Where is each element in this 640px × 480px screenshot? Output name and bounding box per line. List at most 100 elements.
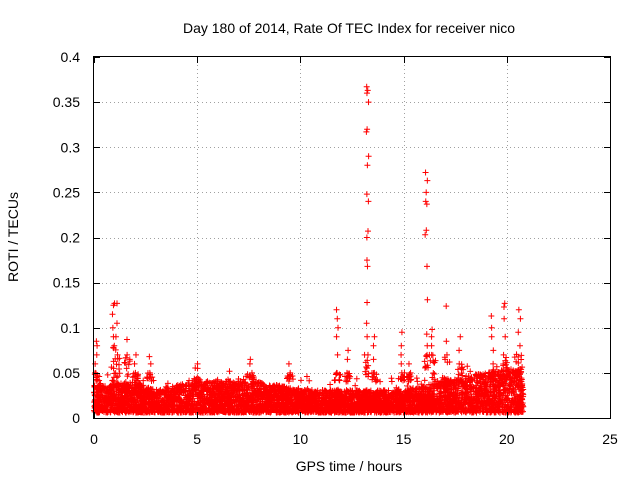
roti-point (292, 392, 299, 399)
roti-point (444, 409, 451, 416)
roti-point (94, 393, 101, 400)
roti-point (320, 392, 327, 399)
roti-point (254, 408, 261, 415)
roti-point (212, 397, 219, 404)
roti-point (100, 384, 107, 391)
roti-point (509, 397, 516, 404)
roti-point (201, 395, 208, 402)
roti-point (178, 398, 185, 405)
roti-point (452, 386, 459, 393)
roti-point (169, 386, 176, 393)
roti-point (257, 404, 264, 411)
roti-point (435, 382, 442, 389)
roti-point (274, 409, 281, 416)
roti-point (364, 389, 371, 396)
roti-point (441, 389, 448, 396)
roti-point (495, 386, 502, 393)
roti-point (148, 408, 155, 415)
roti-point (157, 389, 164, 396)
roti-point (102, 394, 109, 401)
roti-point (148, 402, 155, 409)
roti-point (493, 363, 500, 370)
roti-point (253, 391, 260, 398)
roti-point (99, 383, 106, 390)
roti-point (303, 373, 310, 380)
roti-point (517, 384, 524, 391)
roti-point (291, 399, 298, 406)
roti-point (104, 371, 111, 378)
roti-point (507, 376, 514, 383)
roti-point (202, 385, 209, 392)
roti-point (468, 403, 475, 410)
roti-point (111, 390, 118, 397)
roti-point (164, 389, 171, 396)
roti-point (149, 391, 156, 398)
roti-point (298, 377, 305, 384)
roti-point (116, 398, 123, 405)
roti-point (504, 391, 511, 398)
roti-point (486, 409, 493, 416)
roti-point (91, 399, 98, 406)
roti-point (186, 377, 193, 384)
roti-point (489, 401, 496, 408)
roti-point (234, 391, 241, 398)
roti-point (388, 378, 395, 385)
roti-point (458, 409, 465, 416)
roti-point (190, 409, 197, 416)
roti-point (477, 407, 484, 414)
roti-point (132, 402, 139, 409)
roti-point (398, 396, 405, 403)
roti-point (256, 386, 263, 393)
roti-point (505, 401, 512, 408)
roti-point (194, 395, 201, 402)
roti-point (353, 375, 360, 382)
roti-point (165, 403, 172, 410)
roti-point (463, 383, 470, 390)
roti-point (124, 400, 131, 407)
roti-point (327, 381, 334, 388)
roti-point (474, 399, 481, 406)
roti-point (339, 400, 346, 407)
roti-point (328, 409, 335, 416)
roti-point (319, 387, 326, 394)
roti-point (430, 381, 437, 388)
roti-point (323, 388, 330, 395)
roti-point (490, 392, 497, 399)
roti-point (144, 407, 151, 414)
roti-point (220, 380, 227, 387)
roti-point (502, 387, 509, 394)
roti-point (420, 388, 427, 395)
roti-point (477, 384, 484, 391)
roti-point (153, 393, 160, 400)
roti-point (276, 388, 283, 395)
roti-point (383, 401, 390, 408)
roti-point (184, 391, 191, 398)
roti-point (488, 398, 495, 405)
roti-point (216, 402, 223, 409)
roti-point (304, 385, 311, 392)
roti-point (200, 400, 207, 407)
roti-point (474, 379, 481, 386)
roti-point (256, 382, 263, 389)
roti-point (101, 400, 108, 407)
roti-point (472, 382, 479, 389)
roti-point (388, 390, 395, 397)
roti-point (326, 405, 333, 412)
roti-point (134, 399, 141, 406)
roti-point (303, 395, 310, 402)
roti-point (520, 391, 527, 398)
roti-point (495, 407, 502, 414)
roti-point (383, 391, 390, 398)
roti-point (492, 402, 499, 409)
roti-point (228, 404, 235, 411)
roti-point (207, 386, 214, 393)
roti-point (467, 368, 474, 375)
roti-point (174, 408, 181, 415)
roti-point (311, 405, 318, 412)
roti-point (450, 395, 457, 402)
roti-point (226, 397, 233, 404)
roti-point (182, 382, 189, 389)
roti-point (185, 383, 192, 390)
roti-point (241, 379, 248, 386)
roti-point (102, 389, 109, 396)
